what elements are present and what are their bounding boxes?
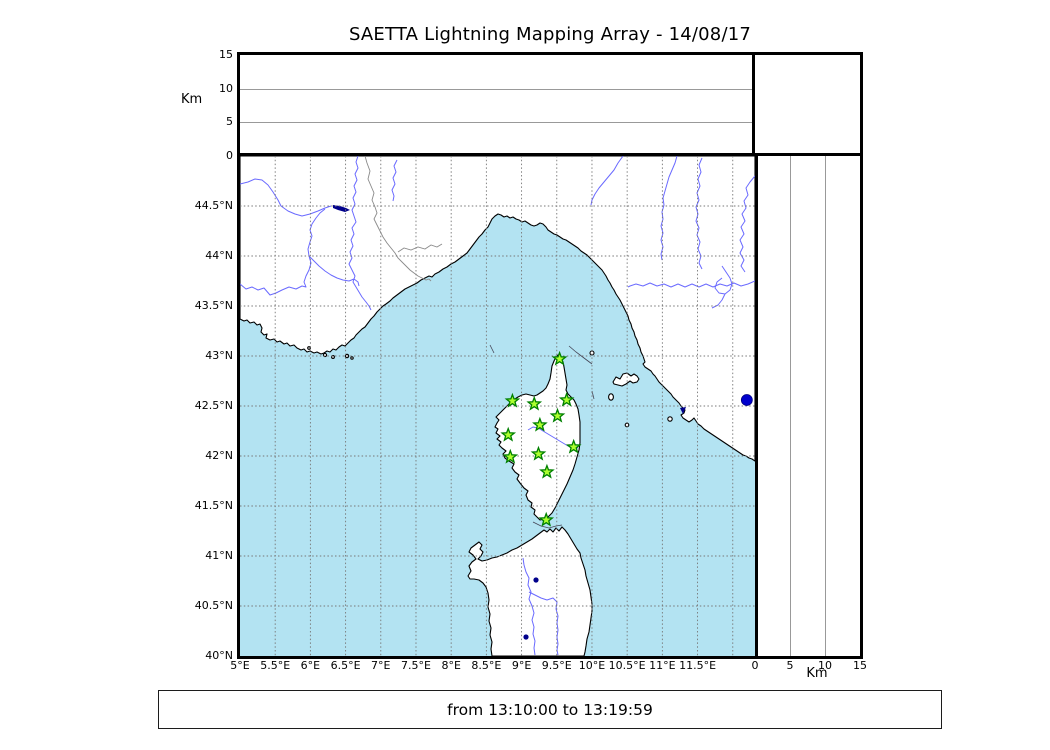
corsica-coastline bbox=[494, 354, 581, 521]
altitude-tick-label: 15 bbox=[219, 48, 233, 61]
lon-tick-label: 10.5°E bbox=[608, 659, 646, 672]
station-star bbox=[504, 392, 521, 408]
mainland-coastline bbox=[240, 156, 755, 462]
station-star bbox=[549, 407, 566, 423]
altitude-latitude-panel bbox=[752, 153, 863, 659]
corner-panel bbox=[752, 52, 863, 159]
station-star bbox=[532, 416, 548, 432]
altitude-gridline bbox=[240, 88, 755, 90]
lat-tick-label: 42°N bbox=[205, 449, 233, 462]
land-masses bbox=[240, 156, 755, 656]
altitude-tick-label: 10 bbox=[818, 659, 832, 672]
sardinia-coastline bbox=[467, 526, 593, 656]
time-range-box: from 13:10:00 to 13:19:59 bbox=[158, 690, 942, 729]
lake bbox=[523, 634, 529, 640]
lake bbox=[533, 577, 539, 583]
figure-title: SAETTA Lightning Mapping Array - 14/08/1… bbox=[348, 24, 752, 45]
station-star bbox=[551, 350, 568, 366]
altitude-longitude-panel bbox=[237, 52, 758, 159]
altitude-tick-label: 0 bbox=[226, 149, 233, 162]
lon-tick-label: 6.5°E bbox=[330, 659, 361, 672]
altitude-tick-label: 10 bbox=[219, 81, 233, 95]
altitude-axis-unit-left: Km bbox=[181, 92, 203, 107]
geographic-map bbox=[240, 156, 755, 656]
lon-tick-label: 5°E bbox=[230, 659, 250, 672]
small-island bbox=[350, 356, 354, 360]
lat-tick-label: 40°N bbox=[205, 649, 233, 662]
lon-tick-label: 9.5°E bbox=[541, 659, 572, 672]
altitude-gridline bbox=[825, 156, 826, 656]
altitude-tick-label: 0 bbox=[751, 659, 759, 672]
altitude-tick-label: 15 bbox=[853, 659, 867, 672]
lat-tick-label: 41.5°N bbox=[194, 499, 233, 512]
marker-dot bbox=[740, 394, 753, 406]
lon-tick-label: 7°E bbox=[371, 659, 391, 672]
altitude-axis-unit-bottom: Km bbox=[806, 666, 828, 681]
lon-tick-label: 8°E bbox=[441, 659, 461, 672]
giglio-island bbox=[667, 416, 673, 422]
capraia-island bbox=[608, 393, 614, 401]
station-star-markers bbox=[500, 350, 582, 527]
station-star bbox=[539, 463, 555, 479]
lat-tick-label: 43°N bbox=[205, 349, 233, 362]
elba-island bbox=[612, 372, 640, 387]
station-star bbox=[526, 395, 543, 411]
lat-tick-label: 43.5°N bbox=[194, 299, 233, 312]
coast-marker-dot bbox=[740, 394, 753, 406]
lon-tick-label: 11°E bbox=[649, 659, 676, 672]
lat-tick-label: 42.5°N bbox=[194, 399, 233, 412]
station-star bbox=[558, 391, 575, 407]
altitude-gridline bbox=[790, 156, 791, 656]
lat-tick-label: 44.5°N bbox=[194, 199, 233, 212]
map-panel bbox=[237, 153, 758, 659]
lon-tick-label: 7.5°E bbox=[400, 659, 431, 672]
lon-tick-label: 8.5°E bbox=[471, 659, 502, 672]
station-star bbox=[530, 445, 547, 461]
maritime-boundary-lines bbox=[489, 344, 595, 529]
lon-tick-label: 9°E bbox=[511, 659, 532, 672]
country-borders bbox=[364, 156, 443, 282]
lat-tick-label: 44°N bbox=[205, 249, 233, 262]
station-star bbox=[500, 426, 517, 442]
lon-tick-label: 11.5°E bbox=[679, 659, 717, 672]
lat-tick-label: 40.5°N bbox=[194, 599, 233, 612]
station-star bbox=[565, 438, 582, 454]
altitude-gridline bbox=[240, 122, 755, 124]
lat-tick-label: 41°N bbox=[205, 549, 233, 562]
station-star bbox=[538, 511, 555, 527]
lagoon bbox=[680, 407, 686, 414]
altitude-tick-label: 5 bbox=[226, 115, 233, 129]
time-range-text: from 13:10:00 to 13:19:59 bbox=[447, 700, 653, 719]
lon-tick-label: 10°E bbox=[578, 659, 606, 672]
lon-tick-label: 6°E bbox=[300, 659, 321, 672]
station-star bbox=[502, 448, 519, 464]
small-island bbox=[307, 346, 311, 350]
altitude-tick-label: 5 bbox=[786, 659, 794, 672]
lon-tick-label: 5.5°E bbox=[260, 659, 291, 672]
